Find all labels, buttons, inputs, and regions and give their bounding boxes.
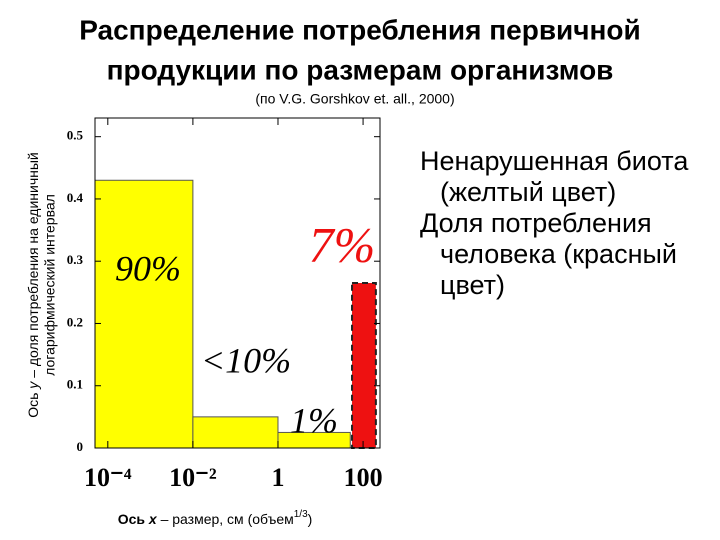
- annotation: 7%: [309, 216, 376, 272]
- y-tick-label: 0.1: [67, 377, 83, 392]
- bar: [192, 416, 279, 449]
- y-label-part: Ось: [25, 393, 41, 418]
- y-tick-label: 0.2: [67, 314, 83, 329]
- bar: [351, 282, 377, 449]
- x-label-part: 1/3: [294, 509, 308, 520]
- annotation: <10%: [201, 340, 291, 380]
- x-tick-label: 10⁻⁴: [84, 463, 132, 492]
- x-label-part: ): [308, 511, 313, 527]
- y-tick-label: 0.4: [67, 190, 84, 205]
- x-label-part: – размер, см (объем: [161, 511, 294, 527]
- note: Ненарушенная биота (желтый цвет): [420, 146, 689, 207]
- notes: Ненарушенная биота (желтый цвет) Доля по…: [420, 146, 710, 301]
- x-label-part: Ось: [118, 511, 146, 527]
- chart-subtitle: (по V.G. Gorshkov et. all., 2000): [255, 91, 454, 107]
- y-tick-label: 0.3: [67, 252, 84, 267]
- x-tick-label: 100: [344, 463, 383, 492]
- bar: [94, 179, 194, 449]
- annotation: 90%: [115, 248, 181, 288]
- x-axis-label: Ось x – размер, см (объем1/3): [118, 509, 313, 527]
- y-axis-label: Ось y – доля потребления на единичный ло…: [25, 152, 58, 418]
- y-label-part: – доля потребления на единичный: [25, 152, 41, 378]
- chart-title: Распределение потребления первичной: [79, 14, 641, 45]
- x-tick-label: 1: [271, 463, 284, 492]
- y-axis-label-line: логарифмический интервал: [42, 194, 58, 376]
- note: Доля потребления человека (красный цвет): [420, 208, 677, 300]
- x-tick-label: 10⁻²: [169, 463, 217, 492]
- x-label-part: x: [148, 511, 158, 527]
- plot-frame: [94, 117, 381, 449]
- annotation: 1%: [290, 400, 338, 440]
- chart-title: продукции по размерам организмов: [107, 54, 614, 85]
- y-axis-label-line: Ось y – доля потребления на единичный: [25, 152, 41, 418]
- y-label-part: y: [25, 381, 41, 390]
- y-tick-label: 0.5: [67, 128, 84, 143]
- y-tick-label: 0: [77, 439, 84, 454]
